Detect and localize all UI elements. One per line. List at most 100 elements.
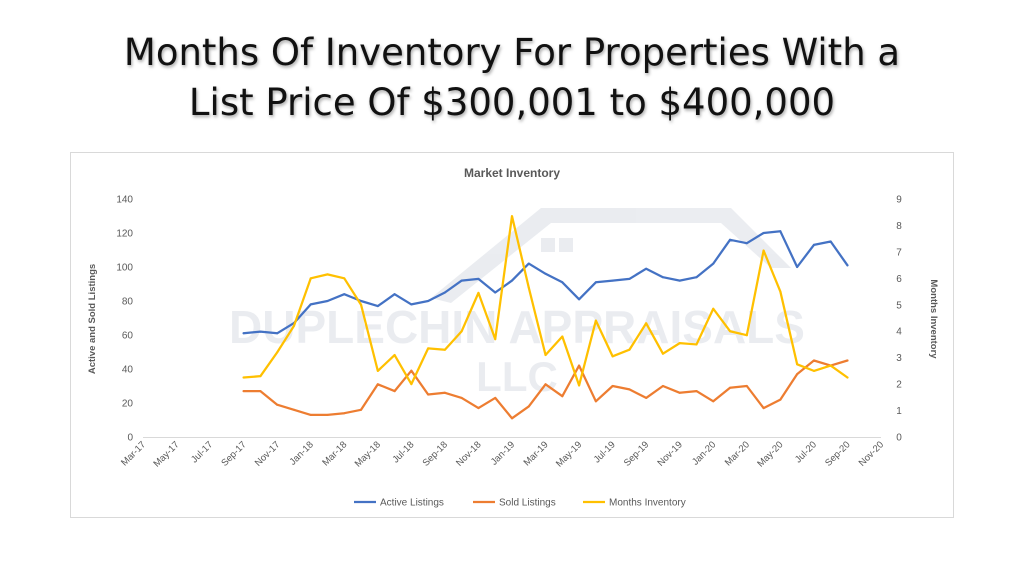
data-point-months-inventory [561, 335, 564, 338]
watermark-line-1: DUPLECHIN APPRAISALS [229, 301, 805, 353]
data-point-active-listings [410, 303, 413, 306]
data-point-sold-listings [410, 369, 413, 372]
slide-title-line-2: List Price Of $300,001 to $400,000 [188, 81, 836, 124]
data-point-sold-listings [812, 359, 815, 362]
data-point-active-listings [611, 279, 614, 282]
y-tick-label: 0 [127, 433, 133, 444]
data-point-sold-listings [729, 386, 732, 389]
y2-tick-label: 8 [896, 221, 902, 232]
data-point-months-inventory [326, 273, 329, 276]
x-tick-label: May-17 [151, 439, 181, 469]
slide-title-line-1: Months Of Inventory For Properties With … [123, 31, 901, 74]
data-point-months-inventory [292, 324, 295, 327]
x-tick-label: May-19 [554, 439, 584, 469]
data-point-active-listings [661, 276, 664, 279]
data-point-sold-listings [242, 390, 245, 393]
y2-axis-ticks: 0 1 2 3 4 5 6 7 8 9 [896, 195, 902, 444]
y-tick-label: 40 [122, 365, 134, 376]
data-point-months-inventory [678, 342, 681, 345]
legend: Active Listings Sold Listings Months Inven… [354, 498, 686, 509]
data-point-active-listings [360, 300, 363, 302]
data-point-active-listings [427, 300, 430, 302]
x-tick-label: Mar-18 [320, 439, 349, 468]
data-point-active-listings [594, 281, 597, 284]
watermark-house-window-2 [559, 238, 573, 252]
legend-label: Active Listings [380, 498, 444, 509]
x-tick-label: Jul-19 [592, 439, 618, 465]
data-point-sold-listings [477, 407, 480, 410]
data-point-active-listings [544, 272, 547, 275]
data-point-months-inventory [812, 369, 815, 372]
data-point-months-inventory [527, 286, 530, 289]
data-point-active-listings [561, 281, 564, 284]
watermark-house-roof [431, 208, 791, 303]
y2-tick-label: 4 [896, 327, 902, 338]
chart-title: Market Inventory [464, 166, 560, 180]
data-point-active-listings [443, 291, 446, 294]
data-point-months-inventory [661, 352, 664, 355]
data-point-active-listings [242, 332, 245, 335]
data-point-sold-listings [360, 408, 363, 411]
x-tick-label: Jul-20 [793, 439, 819, 465]
data-point-sold-listings [427, 393, 430, 396]
data-point-active-listings [309, 303, 312, 306]
data-point-months-inventory [242, 376, 245, 379]
data-point-months-inventory [460, 330, 463, 333]
data-point-months-inventory [343, 277, 346, 280]
data-point-sold-listings [326, 413, 329, 416]
x-tick-label: May-18 [353, 439, 383, 469]
data-point-months-inventory [376, 369, 379, 372]
data-point-active-listings [628, 277, 631, 280]
data-point-sold-listings [511, 417, 513, 420]
data-point-active-listings [376, 305, 379, 308]
data-point-months-inventory [645, 322, 648, 325]
data-point-sold-listings [259, 390, 262, 393]
data-point-active-listings [796, 266, 799, 268]
y-axis-ticks: 0 20 40 60 80 100 120 140 [116, 195, 133, 444]
data-point-months-inventory [494, 338, 497, 341]
data-point-sold-listings [276, 403, 279, 406]
slide-title: Months Of Inventory For Properties With … [0, 28, 1024, 128]
data-point-active-listings [812, 243, 815, 246]
y2-tick-label: 7 [896, 247, 902, 258]
legend-label: Sold Listings [499, 498, 556, 509]
data-point-months-inventory [745, 334, 748, 337]
data-point-sold-listings [544, 383, 547, 386]
series-layer [242, 215, 849, 420]
x-tick-label: Mar-19 [522, 439, 551, 468]
y-tick-label: 140 [116, 195, 133, 206]
data-point-active-listings [829, 240, 832, 243]
data-point-months-inventory [796, 363, 799, 366]
data-point-active-listings [276, 332, 279, 335]
legend-label: Months Inventory [609, 498, 686, 509]
data-point-sold-listings [712, 400, 715, 403]
data-point-months-inventory [594, 319, 597, 322]
watermark-line-2: LLC [476, 353, 558, 400]
data-point-sold-listings [796, 373, 799, 376]
watermark: DUPLECHIN APPRAISALS LLC [229, 208, 805, 400]
data-point-active-listings [578, 298, 581, 301]
y2-tick-label: 1 [896, 406, 902, 417]
x-tick-label: Jan-19 [489, 439, 517, 467]
data-point-sold-listings [561, 395, 564, 398]
data-point-months-inventory [779, 290, 782, 293]
data-point-sold-listings [745, 385, 748, 387]
x-tick-label: Mar-17 [119, 439, 148, 468]
data-point-sold-listings [393, 390, 396, 393]
y2-tick-label: 0 [896, 433, 902, 444]
x-tick-label: Nov-20 [857, 439, 886, 468]
data-point-sold-listings [460, 396, 463, 399]
data-point-active-listings [259, 330, 262, 333]
data-point-sold-listings [846, 359, 849, 362]
data-point-active-listings [846, 264, 849, 267]
data-point-active-listings [712, 262, 715, 265]
data-point-sold-listings [309, 413, 312, 416]
data-point-months-inventory [511, 215, 513, 218]
data-point-active-listings [527, 262, 530, 265]
x-tick-label: Sep-20 [823, 439, 852, 468]
data-point-active-listings [745, 242, 748, 245]
data-point-sold-listings [779, 398, 782, 401]
x-tick-label: Sep-18 [421, 439, 450, 468]
data-point-active-listings [326, 300, 329, 302]
data-point-sold-listings [527, 405, 530, 408]
